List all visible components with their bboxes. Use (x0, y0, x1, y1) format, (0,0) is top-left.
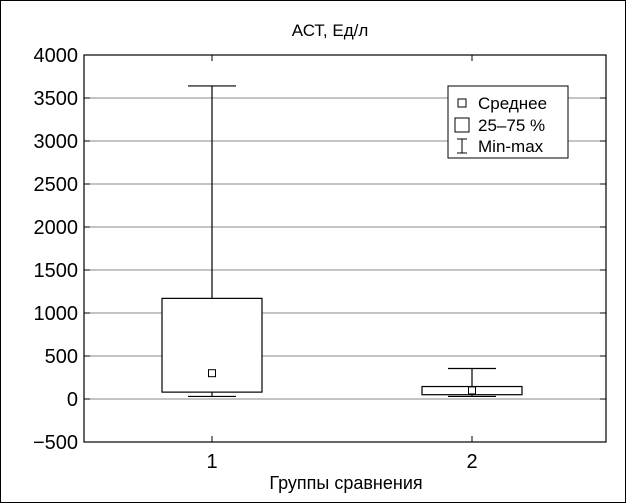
x-tick-label: 1 (206, 451, 217, 473)
mean-marker (468, 386, 476, 395)
y-tick-label: 1000 (34, 303, 79, 325)
legend-box-symbol (454, 117, 470, 133)
box-group-1 (161, 85, 263, 398)
y-tick-label: 4000 (34, 45, 79, 67)
x-tick-label: 2 (466, 451, 477, 473)
box-group-2 (421, 367, 523, 398)
legend-label: Min-max (478, 137, 544, 156)
y-tick-label: 2500 (34, 174, 79, 196)
y-axis: −500 0 500 1000 1500 2000 2500 3000 3500 4000 (33, 45, 606, 454)
mean-marker (208, 369, 216, 378)
chart-title: АСТ, Ед/л (292, 21, 369, 40)
x-axis-label: Группы сравнения (269, 473, 422, 493)
legend-label: Среднее (478, 94, 547, 113)
legend: Среднее 25–75 % Min-max (447, 85, 569, 159)
y-tick-label: 1500 (34, 260, 79, 282)
y-tick-label: 0 (67, 389, 78, 411)
y-tick-label: 3000 (34, 131, 79, 153)
boxes (161, 85, 523, 398)
plot-area (83, 54, 607, 443)
legend-mean-symbol (457, 98, 467, 108)
y-tick-label: 3500 (34, 88, 79, 110)
y-tick-label: −500 (33, 432, 78, 454)
y-tick-label: 2000 (34, 217, 79, 239)
y-tick-label: 500 (45, 346, 78, 368)
iqr-box (161, 297, 263, 393)
legend-label: 25–75 % (478, 116, 545, 135)
